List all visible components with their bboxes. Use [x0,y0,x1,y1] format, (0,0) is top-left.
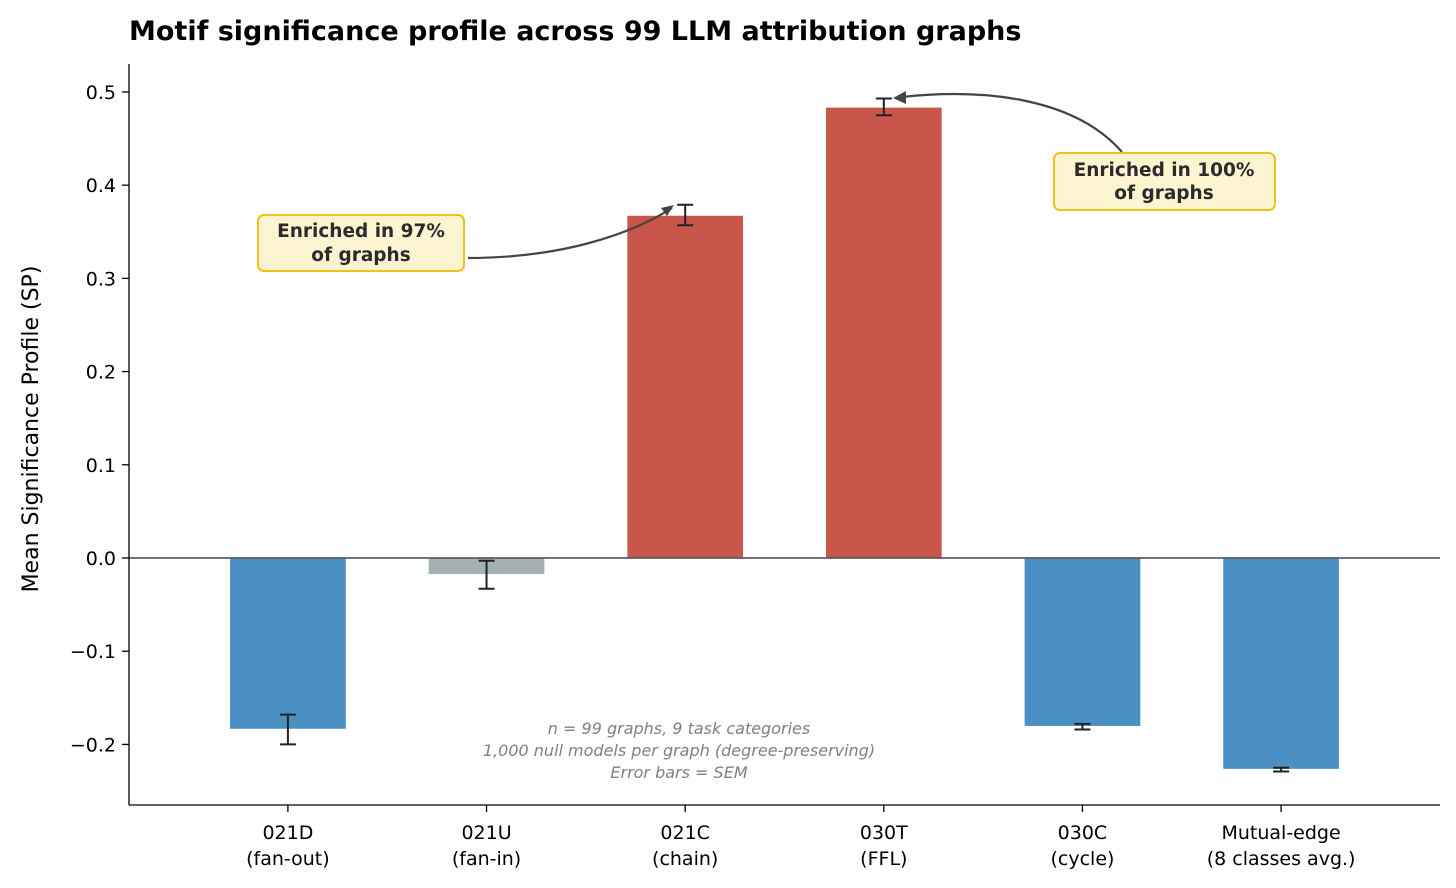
annotation-100-line-1: Enriched in 100% [1074,160,1255,181]
footnote-line-3: Error bars = SEM [610,763,747,782]
x-tick-sublabel-2: (chain) [652,848,718,870]
x-tick-sublabel-1: (fan-in) [452,848,521,870]
x-tick-sublabel-0: (fan-out) [246,848,330,870]
annotation-100-arrow [901,93,1123,153]
annotation-100: Enriched in 100% of graphs [893,91,1276,211]
x-tick-label-5: Mutual-edge [1221,822,1340,844]
annotation-97-arrow [467,207,673,260]
y-tick-label-4: 0.1 [86,455,116,477]
y-tick-label-7: −0.2 [70,734,116,756]
annotation-97-line-2: of graphs [311,245,410,266]
x-tick-label-1: 021U [461,822,511,844]
chart-title: Motif significance profile across 99 LLM… [129,16,1021,47]
annotation-97-arrowhead [661,205,674,216]
bar-5 [1221,557,1341,771]
x-tick-sublabel-4: (cycle) [1050,848,1114,870]
x-tick-sublabel-5: (8 classes avg.) [1207,848,1356,870]
y-tick-label-2: 0.3 [86,268,116,290]
x-tick-label-4: 030C [1058,822,1108,844]
bar-3 [824,106,944,559]
x-tick-sublabel-3: (FFL) [860,848,907,870]
annotation-97-line-1: Enriched in 97% [277,221,445,242]
bar-0 [228,557,348,731]
y-tick-label-6: −0.1 [70,641,116,663]
y-tick-label-0: 0.5 [86,82,116,104]
x-tick-label-2: 021C [660,822,710,844]
annotations: Enriched in 97% of graphs Enriched in 10… [257,91,1276,272]
annotation-100-box [1053,152,1276,211]
annotation-100-line-2: of graphs [1114,183,1213,204]
x-tick-label-3: 030T [860,822,908,844]
annotation-100-arrowhead [893,91,906,104]
annotation-97-box [257,214,465,272]
footnote: n = 99 graphs, 9 task categories 1,000 n… [483,719,875,782]
y-tick-label-5: 0.0 [86,548,116,570]
bar-4 [1023,557,1142,728]
footnote-line-1: n = 99 graphs, 9 task categories [548,719,810,738]
y-tick-label-1: 0.4 [86,175,116,197]
y-tick-label-3: 0.2 [86,362,116,384]
x-tick-label-0: 021D [262,822,313,844]
y-axis-label: Mean Significance Profile (SP) [19,266,44,593]
plot-area: 0.5 0.4 0.3 0.2 0.1 0.0 −0.1 −0.2 021D (fan-out) 0… [70,64,1440,870]
footnote-line-2: 1,000 null models per graph (degree-pres… [483,741,875,760]
bar-2 [625,214,745,559]
annotation-97: Enriched in 97% of graphs [257,205,674,272]
